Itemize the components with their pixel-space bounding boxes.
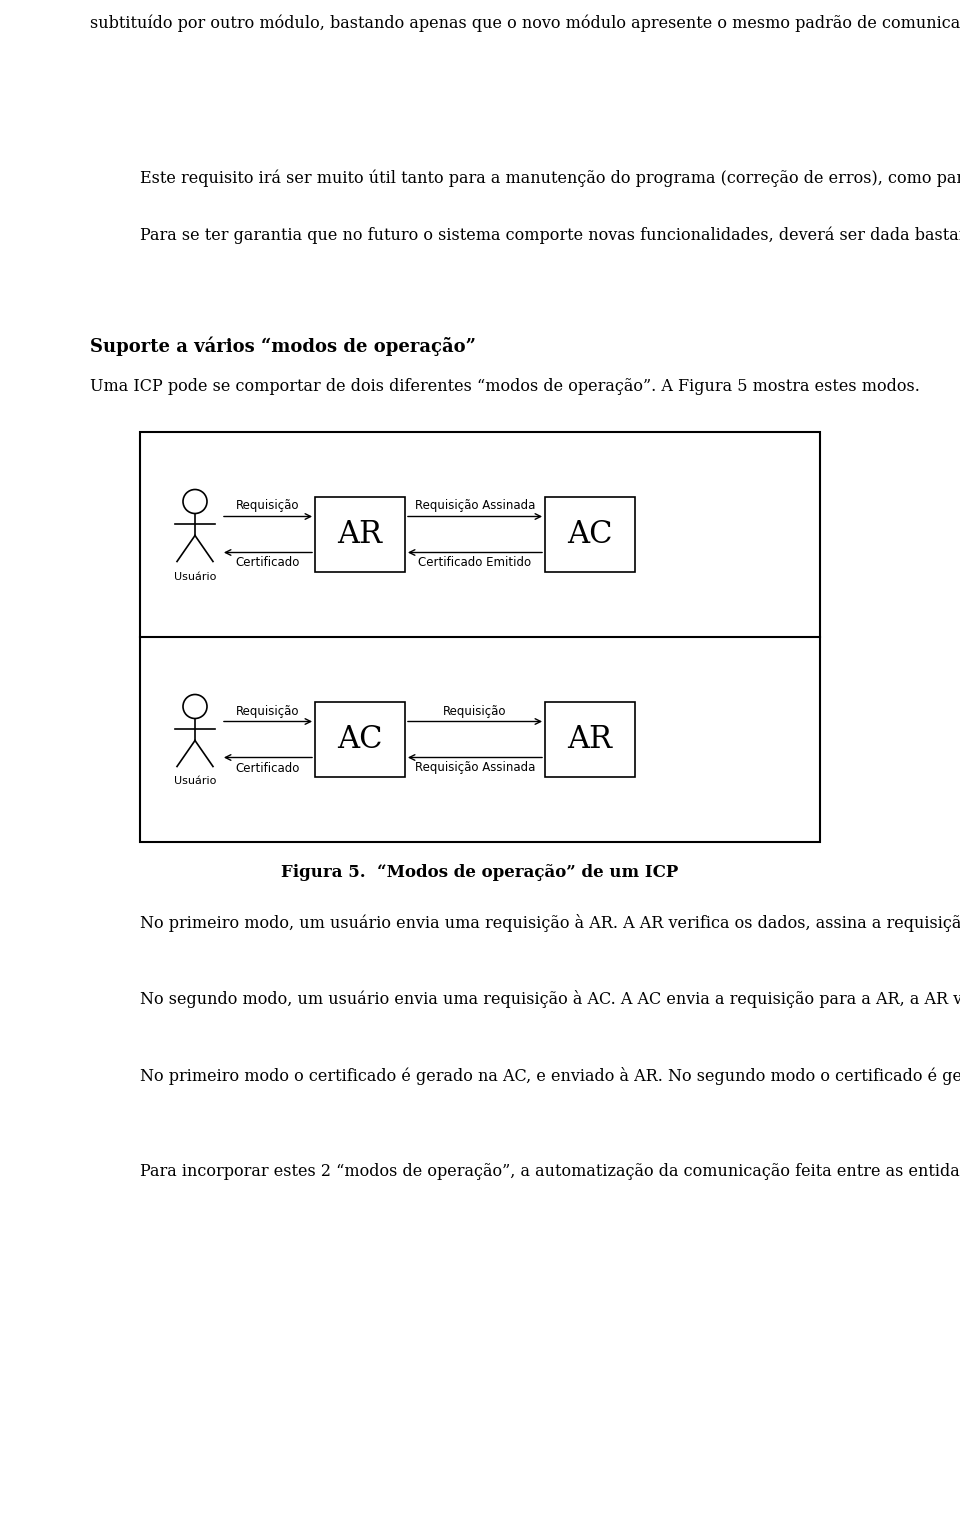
- Text: Suporte a vários “modos de operação”: Suporte a vários “modos de operação”: [90, 336, 476, 356]
- Bar: [315, 497, 405, 572]
- Text: Certificado: Certificado: [236, 557, 300, 569]
- Text: AR: AR: [338, 519, 382, 550]
- Bar: [545, 702, 635, 777]
- Text: Certificado Emitido: Certificado Emitido: [419, 557, 532, 569]
- Text: Requisição Assinada: Requisição Assinada: [415, 762, 535, 775]
- Text: Requisição Assinada: Requisição Assinada: [415, 500, 535, 513]
- Bar: [315, 702, 405, 777]
- Text: Este requisito irá ser muito útil tanto para a manutenção do programa (correção : Este requisito irá ser muito útil tanto …: [140, 170, 960, 188]
- Bar: [545, 497, 635, 572]
- Text: Requisição: Requisição: [444, 704, 507, 718]
- Text: Figura 5.  “Modos de operação” de um ICP: Figura 5. “Modos de operação” de um ICP: [281, 864, 679, 881]
- Text: Requisição: Requisição: [236, 704, 300, 718]
- Text: Certificado: Certificado: [236, 762, 300, 775]
- Text: Para incorporar estes 2 “modos de operação”, a automatização da comunicação feit: Para incorporar estes 2 “modos de operaç…: [140, 1163, 960, 1181]
- Bar: [140, 431, 820, 842]
- Text: Uma ICP pode se comportar de dois diferentes “modos de operação”. A Figura 5 mos: Uma ICP pode se comportar de dois difere…: [90, 378, 920, 395]
- Text: Usuário: Usuário: [174, 777, 216, 786]
- Text: Para se ter garantia que no futuro o sistema comporte novas funcionalidades, dev: Para se ter garantia que no futuro o sis…: [140, 227, 960, 244]
- Text: Requisição: Requisição: [236, 500, 300, 513]
- Text: AC: AC: [337, 724, 383, 755]
- Text: Usuário: Usuário: [174, 571, 216, 581]
- Text: AR: AR: [567, 724, 612, 755]
- Text: No segundo modo, um usuário envia uma requisição à AC. A AC envia a requisição p: No segundo modo, um usuário envia uma re…: [140, 990, 960, 1008]
- Text: No primeiro modo, um usuário envia uma requisição à AR. A AR verifica os dados, : No primeiro modo, um usuário envia uma r…: [140, 914, 960, 933]
- Text: AC: AC: [567, 519, 612, 550]
- Text: subtituído por outro módulo, bastando apenas que o novo módulo apresente o mesmo: subtituído por outro módulo, bastando ap…: [90, 15, 960, 32]
- Text: No primeiro modo o certificado é gerado na AC, e enviado à AR. No segundo modo o: No primeiro modo o certificado é gerado …: [140, 1067, 960, 1086]
